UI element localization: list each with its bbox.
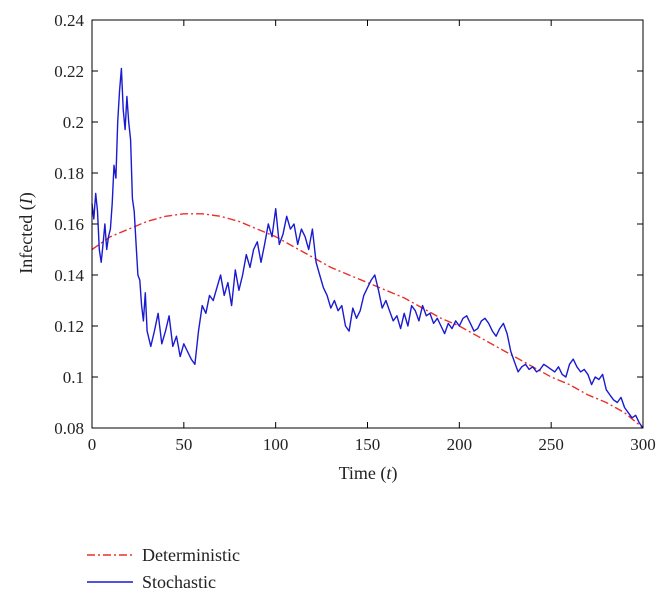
y-tick-label: 0.1	[63, 368, 84, 387]
x-tick-label: 300	[630, 435, 656, 454]
y-tick-label: 0.18	[54, 164, 84, 183]
x-axis-label: Time (t)	[339, 463, 398, 484]
legend-label-stochastic: Stochastic	[142, 572, 216, 592]
plot-frame	[91, 19, 644, 429]
legend: Deterministic Stochastic	[87, 545, 240, 592]
x-tick-label: 100	[263, 435, 289, 454]
plot-area	[91, 67, 644, 429]
x-tick-label: 200	[447, 435, 473, 454]
y-axis: 0.08 0.1 0.12 0.14 0.16 0.18 0.2 0.22 0.24	[54, 11, 643, 438]
series-line-stochastic	[91, 67, 644, 429]
series-line-deterministic	[91, 213, 644, 429]
x-tick-label: 150	[355, 435, 381, 454]
y-tick-label: 0.16	[54, 215, 84, 234]
x-tick-label: 250	[538, 435, 564, 454]
y-tick-label: 0.22	[54, 62, 84, 81]
y-tick-label: 0.14	[54, 266, 84, 285]
x-tick-label: 0	[88, 435, 97, 454]
legend-label-deterministic: Deterministic	[142, 545, 240, 565]
y-tick-label: 0.2	[63, 113, 84, 132]
x-axis: 0 50 100 150 200 250 300	[88, 20, 656, 454]
y-axis-label: Infected (I)	[16, 192, 37, 273]
y-tick-label: 0.08	[54, 419, 84, 438]
y-tick-label: 0.24	[54, 11, 84, 30]
y-tick-label: 0.12	[54, 317, 84, 336]
x-tick-label: 50	[175, 435, 192, 454]
